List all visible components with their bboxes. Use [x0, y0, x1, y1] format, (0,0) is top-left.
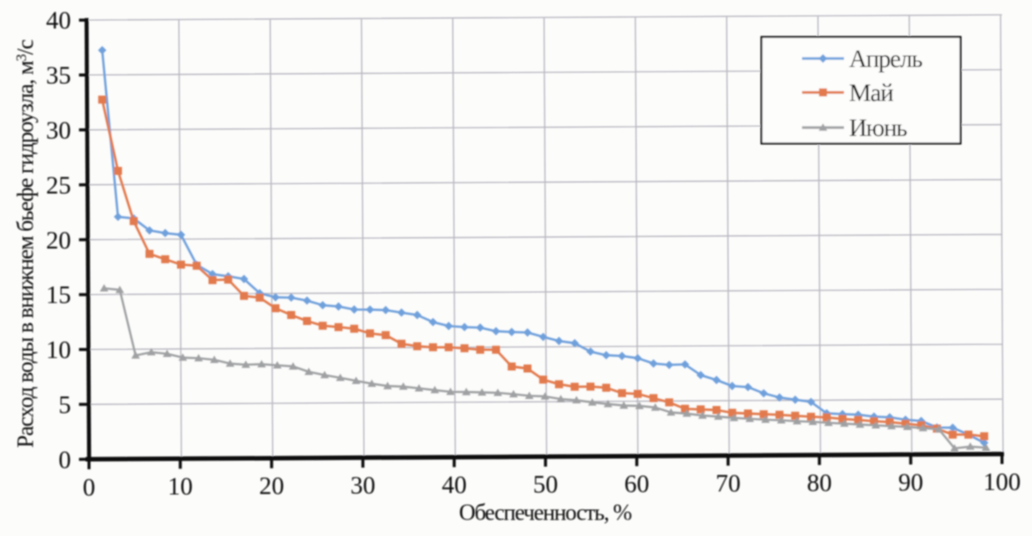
svg-text:0: 0: [83, 474, 96, 501]
svg-text:Апрель: Апрель: [849, 46, 923, 73]
svg-text:40: 40: [46, 8, 71, 35]
svg-text:0: 0: [59, 447, 72, 474]
svg-text:35: 35: [46, 63, 71, 90]
svg-text:Обеспеченность, %: Обеспеченность, %: [459, 500, 632, 525]
svg-text:25: 25: [46, 172, 71, 199]
svg-text:Июнь: Июнь: [849, 115, 907, 142]
svg-text:5: 5: [59, 392, 72, 419]
svg-text:Расход воды в внижнем бьефе ги: Расход воды в внижнем бьефе гидроузла, м…: [13, 39, 38, 448]
svg-text:30: 30: [350, 473, 375, 500]
svg-text:10: 10: [168, 474, 193, 501]
svg-text:80: 80: [807, 470, 832, 497]
svg-text:15: 15: [46, 282, 71, 309]
svg-text:20: 20: [259, 473, 284, 500]
svg-text:70: 70: [716, 471, 741, 498]
svg-text:40: 40: [442, 472, 467, 499]
svg-text:90: 90: [898, 470, 923, 497]
svg-text:10: 10: [46, 337, 71, 364]
svg-text:50: 50: [533, 472, 558, 499]
svg-text:20: 20: [46, 227, 71, 254]
svg-text:Май: Май: [849, 80, 893, 107]
svg-text:60: 60: [624, 471, 649, 498]
svg-text:30: 30: [46, 118, 71, 145]
svg-text:100: 100: [983, 469, 1021, 496]
